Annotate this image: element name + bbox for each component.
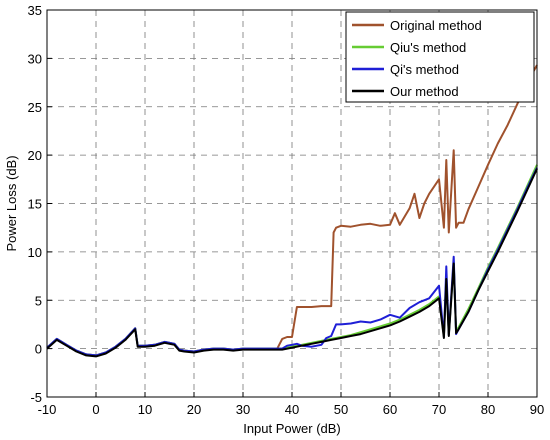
x-tick-label: 40 — [285, 402, 299, 417]
x-tick-label: -10 — [38, 402, 57, 417]
legend-entry: Original method — [390, 18, 482, 33]
x-tick-label: 60 — [383, 402, 397, 417]
x-tick-label: 0 — [92, 402, 99, 417]
legend-entry: Qiu's method — [390, 40, 466, 55]
y-tick-label: 35 — [28, 3, 42, 18]
series-line-2 — [46, 164, 538, 357]
x-tick-label: 80 — [481, 402, 495, 417]
x-axis-label: Input Power (dB) — [243, 421, 341, 436]
x-tick-label: 90 — [530, 402, 544, 417]
x-tick-label: 10 — [138, 402, 152, 417]
legend-entry: Our method — [390, 84, 459, 99]
x-tick-label: 20 — [187, 402, 201, 417]
axis-ticks: -10 0 10 20 30 40 50 60 70 80 90 -5 0 5 10 15 20 25 30 35 — [28, 3, 545, 417]
y-tick-label: 25 — [28, 100, 42, 115]
y-axis-label: Power Loss (dB) — [4, 155, 19, 251]
y-tick-label: 5 — [35, 293, 42, 308]
legend-entry: Qi's method — [390, 62, 459, 77]
y-tick-label: 10 — [28, 245, 42, 260]
series-lines — [46, 64, 538, 358]
x-tick-label: 30 — [236, 402, 250, 417]
legend-box — [345, 11, 535, 103]
x-tick-label: 50 — [334, 402, 348, 417]
y-tick-label: 0 — [35, 342, 42, 357]
y-tick-label: 30 — [28, 51, 42, 66]
y-tick-label: 15 — [28, 197, 42, 212]
series-line-4 — [46, 168, 538, 358]
y-tick-label: -5 — [30, 390, 42, 405]
y-tick-label: 20 — [28, 148, 42, 163]
series-line-3 — [46, 167, 538, 357]
x-tick-label: 70 — [432, 402, 446, 417]
legend: Original method Qiu's method Qi's method Ou… — [345, 11, 535, 103]
